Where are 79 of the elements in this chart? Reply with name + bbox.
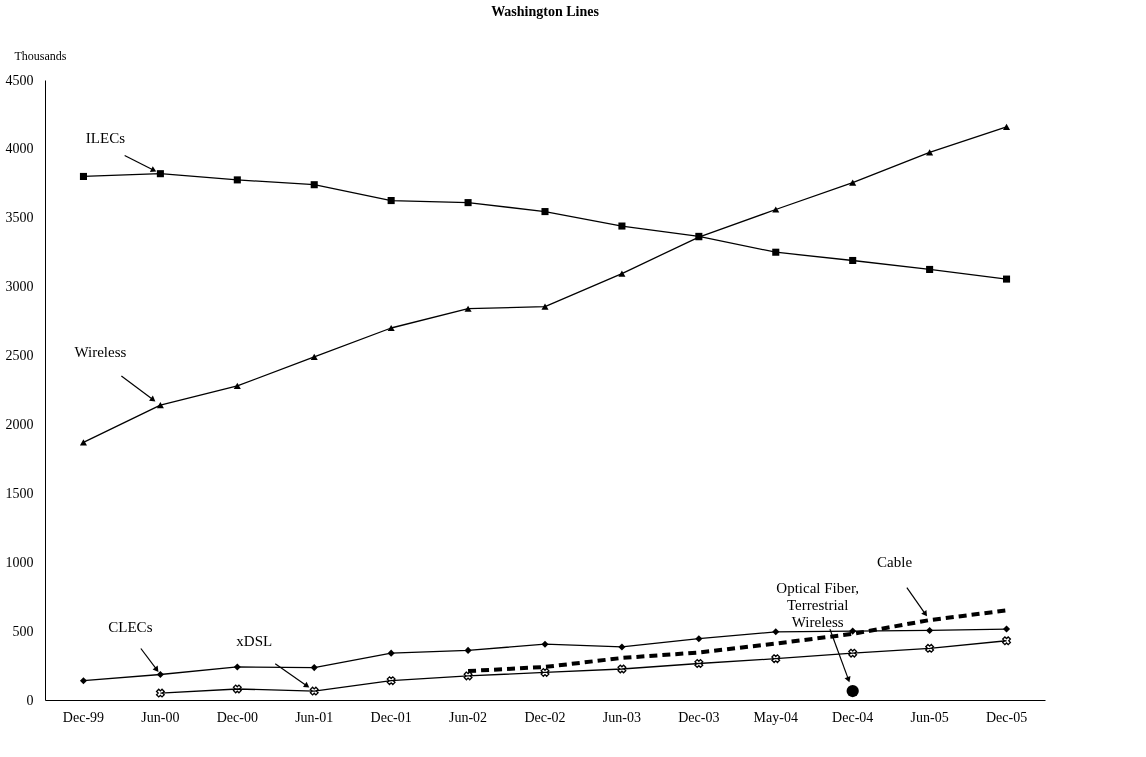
point: [617, 664, 627, 674]
point: [618, 270, 626, 277]
point: [1003, 625, 1011, 633]
point: [310, 181, 318, 189]
point: [310, 664, 318, 672]
y-tick-label: 0: [26, 692, 34, 708]
point: [618, 222, 626, 230]
y-tick-label: 3500: [5, 210, 34, 226]
y-tick-label: 2500: [5, 348, 34, 364]
y-tick-label: 4500: [5, 72, 34, 88]
chart-title: Washington Lines: [491, 4, 600, 19]
point: [309, 686, 319, 696]
x-tick-label: Jun-00: [141, 709, 180, 725]
point: [233, 176, 241, 184]
point: [79, 677, 87, 685]
x-tick-label: Jun-01: [295, 709, 334, 725]
point: [772, 206, 780, 213]
x-tick-label: Jun-05: [910, 709, 949, 725]
x-tick-label: Dec-05: [985, 709, 1028, 725]
point: [849, 256, 857, 265]
point: [155, 688, 165, 698]
y-tick-label: 3000: [5, 279, 34, 295]
point: [848, 648, 858, 658]
point: [849, 179, 857, 186]
point: [541, 208, 549, 216]
point: [156, 670, 164, 679]
x-tick-label: May-04: [753, 709, 798, 725]
x-tick-label: Jun-02: [449, 709, 488, 725]
point: [79, 172, 87, 180]
x-tick-label: Dec-99: [62, 709, 105, 725]
point: [387, 649, 395, 657]
text: CLECs: [108, 618, 153, 635]
point: [464, 646, 472, 654]
x-tick-label: Dec-04: [832, 709, 874, 725]
point: [926, 626, 934, 634]
y-tick-label: 2000: [5, 416, 34, 432]
x-tick-label: Dec-02: [524, 709, 566, 725]
point: [1002, 636, 1012, 646]
text: Optical Fiber, Terrestrial Wireless: [776, 580, 860, 631]
x-tick-label: Dec-00: [216, 709, 258, 725]
y-tick-label: 500: [12, 623, 34, 639]
point: [541, 640, 549, 648]
x-tick-label: Jun-03: [602, 709, 641, 725]
y-tick-label: 1500: [5, 485, 34, 501]
point: [464, 305, 472, 312]
point: [156, 170, 164, 178]
x-tick-label: Dec-01: [370, 709, 412, 725]
point: [463, 671, 473, 681]
point: [772, 628, 780, 636]
point: [387, 197, 395, 205]
point: [232, 684, 242, 694]
point: [694, 659, 704, 668]
series-label: ILECs: [85, 129, 126, 146]
point: [156, 402, 164, 409]
x-tick-label: Dec-03: [678, 709, 720, 725]
point: [310, 353, 318, 360]
y-tick-label: 4000: [5, 141, 34, 157]
text: Cable: [877, 554, 913, 571]
point: [846, 684, 859, 698]
point: [233, 663, 241, 671]
point: [541, 303, 549, 310]
y-tick-label: 1000: [5, 554, 34, 570]
point: [464, 199, 472, 207]
point: [1003, 123, 1011, 130]
point: [849, 627, 857, 635]
point: [771, 654, 781, 664]
point: [695, 635, 703, 643]
point: [386, 676, 396, 686]
text: xDSL: [236, 633, 273, 650]
point: [925, 643, 935, 653]
point: [233, 382, 241, 389]
point: [772, 248, 780, 256]
point: [926, 265, 934, 273]
text: Wireless: [74, 344, 127, 361]
point: [618, 643, 626, 651]
point: [540, 667, 550, 677]
point: [387, 324, 395, 332]
y-axis-title: Thousands: [14, 48, 67, 63]
point: [1003, 275, 1011, 283]
